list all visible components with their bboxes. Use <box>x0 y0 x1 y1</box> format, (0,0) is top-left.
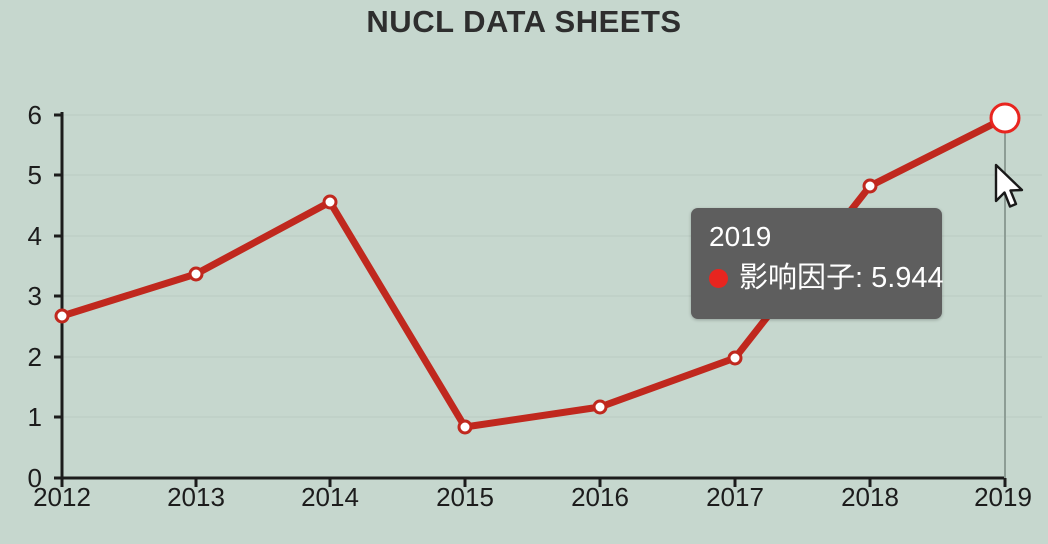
y-tick-label-3: 3 <box>27 281 42 311</box>
tooltip-value-label: 影响因子: 5.944 <box>739 262 944 294</box>
y-axis-ticks <box>54 113 62 480</box>
x-tick-label-2019: 2019 <box>974 482 1032 512</box>
chart-title: NUCL DATA SHEETS <box>366 4 682 39</box>
tooltip-year-label: 2019 <box>709 221 772 252</box>
data-point-2018 <box>862 178 878 194</box>
data-point-2019-highlighted <box>989 102 1021 134</box>
x-tick-label-2012: 2012 <box>33 482 91 512</box>
x-tick-label-2016: 2016 <box>571 482 629 512</box>
x-axis-ticks <box>60 478 1007 487</box>
y-tick-label-4: 4 <box>27 221 42 251</box>
series-markers <box>54 178 878 435</box>
x-tick-label-2018: 2018 <box>841 482 899 512</box>
data-point-2017 <box>727 350 743 366</box>
data-point-2012 <box>54 308 70 324</box>
data-point-2016 <box>592 399 608 415</box>
y-tick-label-6: 6 <box>27 100 42 130</box>
series-dot-icon <box>709 268 728 288</box>
y-tick-label-1: 1 <box>27 402 42 432</box>
y-tick-label-2: 2 <box>27 342 42 372</box>
data-point-2014 <box>322 194 338 210</box>
x-tick-label-2014: 2014 <box>301 482 359 512</box>
tooltip-series-row: 影响因子: 5.944 <box>709 262 944 294</box>
data-point-2013 <box>188 266 204 282</box>
y-tick-label-5: 5 <box>27 160 42 190</box>
data-point-2015 <box>457 419 473 435</box>
y-tick-label-0: 0 <box>27 463 42 493</box>
x-tick-label-2013: 2013 <box>167 482 225 512</box>
x-tick-label-2015: 2015 <box>436 482 494 512</box>
x-tick-label-2017: 2017 <box>706 482 764 512</box>
chart-tooltip: 2019 影响因子: 5.944 <box>691 208 944 319</box>
